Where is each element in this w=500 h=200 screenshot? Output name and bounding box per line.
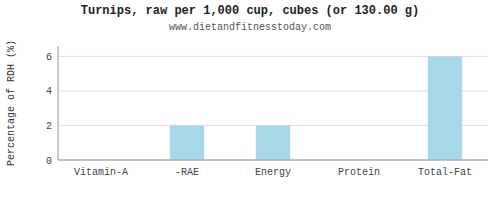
- bar: [428, 56, 462, 160]
- x-tick-label: Vitamin-A: [74, 167, 128, 178]
- y-tick-label: 4: [46, 86, 52, 97]
- subtitle: www.dietandfitnesstoday.com: [169, 22, 331, 33]
- y-tick-label: 0: [46, 156, 52, 167]
- x-tick-label: Total-Fat: [418, 167, 472, 178]
- y-axis-line: [58, 46, 59, 160]
- chart-svg: Turnips, raw per 1,000 cup, cubes (or 13…: [0, 0, 500, 200]
- grid-line: [58, 90, 488, 91]
- x-tick-label: Energy: [255, 167, 291, 178]
- bars: [170, 56, 462, 160]
- grid-line: [58, 56, 488, 57]
- y-tick-label: 2: [46, 121, 52, 132]
- bar: [170, 125, 204, 160]
- y-tick-label: 6: [46, 52, 52, 63]
- chart-container: Turnips, raw per 1,000 cup, cubes (or 13…: [0, 0, 500, 200]
- grid-line: [58, 160, 488, 161]
- bar: [256, 125, 290, 160]
- y-axis-label: Percentage of RDH (%): [6, 40, 17, 166]
- x-tick-label: -RAE: [175, 167, 199, 178]
- x-tick-label: Protein: [338, 167, 380, 178]
- y-grid: [58, 56, 488, 160]
- x-axis-line: [58, 160, 488, 161]
- title: Turnips, raw per 1,000 cup, cubes (or 13…: [81, 4, 419, 18]
- x-axis: Vitamin-A -RAE Energy Protein Total-Fat: [74, 167, 472, 178]
- y-axis: 0 2 4 6: [46, 52, 52, 167]
